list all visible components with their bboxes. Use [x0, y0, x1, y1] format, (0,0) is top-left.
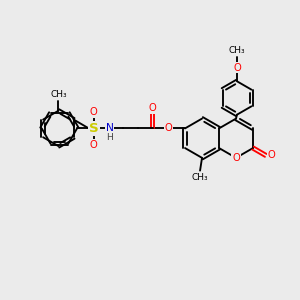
- Text: O: O: [232, 153, 240, 163]
- Text: O: O: [90, 140, 98, 150]
- Text: O: O: [149, 103, 157, 113]
- Text: O: O: [268, 150, 275, 161]
- Text: O: O: [164, 123, 172, 134]
- Text: H: H: [106, 133, 113, 142]
- Text: CH₃: CH₃: [192, 173, 208, 182]
- Text: CH₃: CH₃: [229, 46, 245, 56]
- Text: O: O: [233, 63, 241, 73]
- Text: O: O: [90, 107, 98, 117]
- Text: S: S: [89, 122, 99, 135]
- Text: CH₃: CH₃: [50, 90, 67, 99]
- Text: N: N: [106, 123, 113, 134]
